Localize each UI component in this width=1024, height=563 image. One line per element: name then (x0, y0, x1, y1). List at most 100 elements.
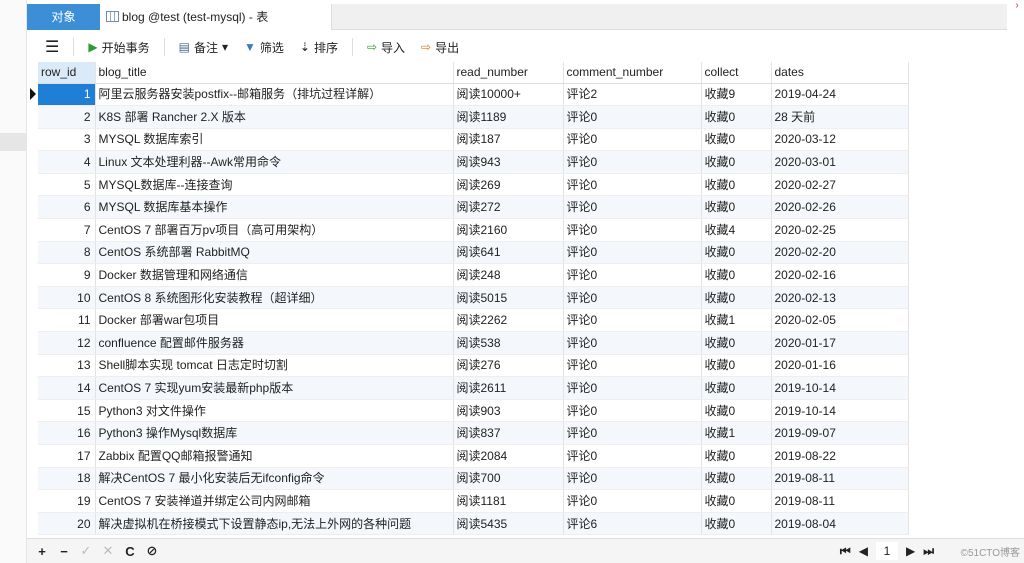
column-header-blog-title[interactable]: blog_title (95, 62, 454, 84)
cell-row-id[interactable]: 15 (38, 399, 96, 423)
cell-dates[interactable]: 2020-02-26 (771, 195, 909, 220)
cell-comment-number[interactable]: 评论0 (563, 489, 702, 513)
cell-collect[interactable]: 收藏0 (701, 128, 772, 152)
table-row[interactable]: 17 Zabbix 配置QQ邮箱报警通知 阅读2084 评论0 收藏0 2019-08-2… (38, 444, 909, 468)
cell-comment-number[interactable]: 评论0 (563, 444, 702, 468)
cell-read-number[interactable]: 阅读700 (453, 467, 564, 491)
apply-changes-button[interactable]: ✓ (80, 543, 92, 558)
cell-dates[interactable]: 2020-01-17 (771, 331, 909, 355)
cell-dates[interactable]: 2019-04-24 (771, 83, 909, 107)
cell-dates[interactable]: 2019-08-11 (771, 467, 909, 491)
cell-dates[interactable]: 2020-02-20 (771, 241, 909, 265)
cell-dates[interactable]: 2019-09-07 (771, 421, 909, 445)
cell-collect[interactable]: 收藏0 (701, 467, 772, 491)
cell-blog-title[interactable]: K8S 部署 Rancher 2.X 版本 (95, 105, 454, 129)
column-header-row-id[interactable]: row_id (38, 62, 96, 84)
column-header-comment-number[interactable]: comment_number (563, 62, 702, 84)
cell-row-id[interactable]: 17 (38, 444, 96, 468)
cell-comment-number[interactable]: 评论0 (563, 286, 702, 310)
cell-dates[interactable]: 2020-02-13 (771, 286, 909, 310)
cell-read-number[interactable]: 阅读538 (453, 331, 564, 355)
export-button[interactable]: ⇨ 导出 (421, 40, 460, 55)
cell-dates[interactable]: 28 天前 (771, 105, 909, 129)
first-page-icon[interactable]: ⏮ (839, 543, 851, 558)
cell-blog-title[interactable]: Docker 数据管理和网络通信 (95, 263, 454, 287)
cell-row-id[interactable]: 10 (38, 286, 96, 310)
cell-read-number[interactable]: 阅读837 (453, 421, 564, 445)
cell-read-number[interactable]: 阅读248 (453, 263, 564, 287)
stop-button[interactable]: ⊘ (146, 543, 158, 558)
cell-dates[interactable]: 2020-03-01 (771, 150, 909, 174)
cell-read-number[interactable]: 阅读5015 (453, 286, 564, 310)
cell-row-id[interactable]: 11 (38, 308, 96, 333)
cell-collect[interactable]: 收藏0 (701, 444, 772, 468)
delete-record-button[interactable]: − (60, 543, 68, 559)
cell-comment-number[interactable]: 评论0 (563, 173, 702, 197)
cell-read-number[interactable]: 阅读1181 (453, 489, 564, 513)
tab-blog-table[interactable]: blog @test (test-mysql) - 表 (100, 4, 332, 30)
cell-dates[interactable]: 2020-02-27 (771, 173, 909, 197)
cell-comment-number[interactable]: 评论0 (563, 263, 702, 287)
cell-dates[interactable]: 2020-02-25 (771, 218, 909, 242)
menu-icon[interactable]: ☰ (45, 39, 60, 56)
cell-collect[interactable]: 收藏4 (701, 218, 772, 242)
cell-blog-title[interactable]: Python3 操作Mysql数据库 (95, 421, 454, 445)
table-row[interactable]: 11 Docker 部署war包项目 阅读2262 评论0 收藏1 2020-02-05 (38, 308, 909, 333)
cell-collect[interactable]: 收藏0 (701, 354, 772, 378)
cell-collect[interactable]: 收藏1 (701, 308, 772, 333)
cell-row-id[interactable]: 5 (38, 173, 96, 197)
cell-blog-title[interactable]: Zabbix 配置QQ邮箱报警通知 (95, 444, 454, 468)
cell-dates[interactable]: 2019-10-14 (771, 399, 909, 423)
cell-dates[interactable]: 2019-08-22 (771, 444, 909, 468)
last-page-icon[interactable]: ⏭ (923, 543, 934, 558)
cell-collect[interactable]: 收藏0 (701, 263, 772, 287)
cell-comment-number[interactable]: 评论2 (563, 83, 702, 107)
cell-dates[interactable]: 2020-03-12 (771, 128, 909, 152)
cell-read-number[interactable]: 阅读187 (453, 128, 564, 152)
cell-collect[interactable]: 收藏0 (701, 173, 772, 197)
table-row[interactable]: 20 解决虚拟机在桥接模式下设置静态ip,无法上外网的各种问题 阅读5435 评论6 收… (38, 512, 909, 536)
cell-row-id[interactable]: 18 (38, 467, 96, 491)
cell-comment-number[interactable]: 评论0 (563, 241, 702, 265)
cell-blog-title[interactable]: CentOS 8 系统图形化安装教程（超详细） (95, 286, 454, 310)
cell-row-id[interactable]: 13 (38, 354, 96, 378)
cell-row-id[interactable]: 3 (38, 128, 96, 152)
cell-comment-number[interactable]: 评论0 (563, 218, 702, 242)
cell-collect[interactable]: 收藏0 (701, 195, 772, 220)
cell-row-id[interactable]: 20 (38, 512, 96, 536)
cell-collect[interactable]: 收藏0 (701, 376, 772, 400)
cell-read-number[interactable]: 阅读1189 (453, 105, 564, 129)
cell-blog-title[interactable]: MYSQL 数据库索引 (95, 128, 454, 152)
cell-dates[interactable]: 2019-10-14 (771, 376, 909, 400)
cell-collect[interactable]: 收藏0 (701, 399, 772, 423)
cell-collect[interactable]: 收藏9 (701, 83, 772, 107)
cell-read-number[interactable]: 阅读2160 (453, 218, 564, 242)
cell-read-number[interactable]: 阅读272 (453, 195, 564, 220)
table-row[interactable]: 8 CentOS 系统部署 RabbitMQ 阅读641 评论0 收藏0 2020-02-… (38, 241, 909, 265)
cell-read-number[interactable]: 阅读2611 (453, 376, 564, 400)
cell-blog-title[interactable]: CentOS 7 安装禅道并绑定公司内网邮箱 (95, 489, 454, 513)
next-page-icon[interactable]: ▶ (905, 544, 916, 558)
table-row[interactable]: 14 CentOS 7 实现yum安装最新php版本 阅读2611 评论0 收藏0 201… (38, 376, 909, 400)
cell-row-id[interactable]: 7 (38, 218, 96, 242)
cell-row-id[interactable]: 12 (38, 331, 96, 355)
cell-blog-title[interactable]: 解决虚拟机在桥接模式下设置静态ip,无法上外网的各种问题 (95, 512, 454, 536)
table-row[interactable]: 18 解决CentOS 7 最小化安装后无ifconfig命令 阅读700 评论0 收藏… (38, 467, 909, 491)
table-row[interactable]: 15 Python3 对文件操作 阅读903 评论0 收藏0 2019-10-14 (38, 399, 909, 423)
cell-comment-number[interactable]: 评论6 (563, 512, 702, 536)
cell-blog-title[interactable]: 阿里云服务器安装postfix--邮箱服务（排坑过程详解） (95, 83, 454, 107)
cell-read-number[interactable]: 阅读2084 (453, 444, 564, 468)
table-row[interactable]: 9 Docker 数据管理和网络通信 阅读248 评论0 收藏0 2020-02-16 (38, 263, 909, 287)
sort-button[interactable]: ⇣ 排序 (299, 40, 338, 55)
cell-row-id[interactable]: 8 (38, 241, 96, 265)
begin-transaction-button[interactable]: ▶ 开始事务 (88, 40, 150, 55)
cell-dates[interactable]: 2019-08-11 (771, 489, 909, 513)
filter-button[interactable]: ▼ 筛选 (243, 40, 284, 55)
cell-blog-title[interactable]: Python3 对文件操作 (95, 399, 454, 423)
refresh-button[interactable]: C (125, 543, 135, 559)
cell-collect[interactable]: 收藏1 (701, 421, 772, 445)
table-row[interactable]: 12 confluence 配置邮件服务器 阅读538 评论0 收藏0 2020-01-1… (38, 331, 909, 355)
cell-dates[interactable]: 2019-08-04 (771, 512, 909, 536)
cell-dates[interactable]: 2020-01-16 (771, 354, 909, 378)
column-header-collect[interactable]: collect (701, 62, 772, 84)
